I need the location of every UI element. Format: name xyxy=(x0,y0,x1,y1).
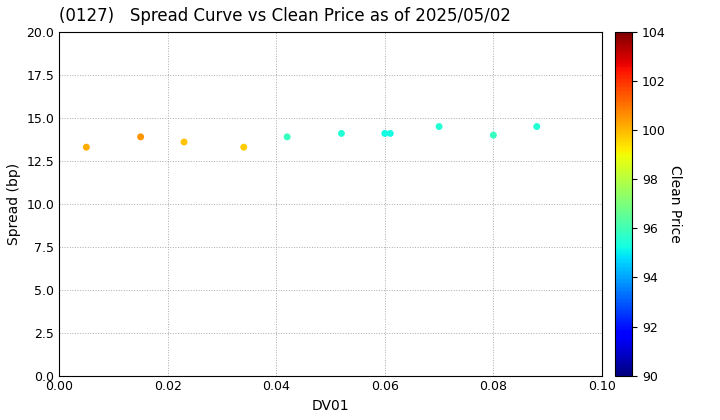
Point xyxy=(487,132,499,139)
Point xyxy=(433,123,445,130)
Text: (0127)   Spread Curve vs Clean Price as of 2025/05/02: (0127) Spread Curve vs Clean Price as of… xyxy=(59,7,511,25)
Point xyxy=(135,134,146,140)
Point xyxy=(531,123,543,130)
Y-axis label: Spread (bp): Spread (bp) xyxy=(7,163,21,245)
X-axis label: DV01: DV01 xyxy=(312,399,349,413)
Y-axis label: Clean Price: Clean Price xyxy=(668,165,683,243)
Point xyxy=(379,130,390,137)
Point xyxy=(238,144,250,150)
Point xyxy=(336,130,347,137)
Point xyxy=(282,134,293,140)
Point xyxy=(81,144,92,150)
Point xyxy=(384,130,396,137)
Point xyxy=(179,139,190,145)
